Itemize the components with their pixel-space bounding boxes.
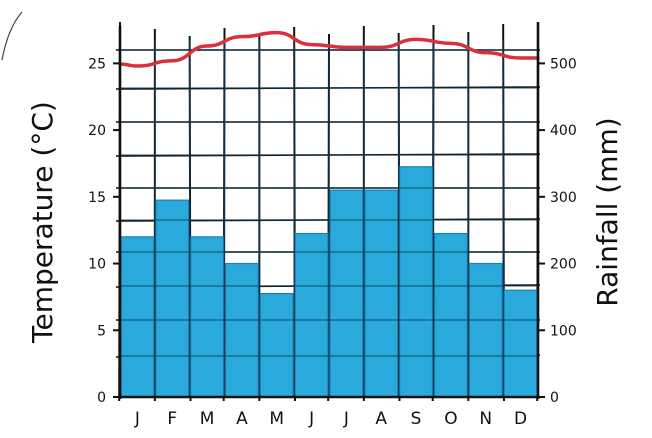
right-tick-label: 200 [550,257,577,273]
rainfall-bar [399,166,434,398]
month-label: A [236,409,248,429]
left-axis-label: Temperature (°C) [26,101,59,344]
temperature-line [118,30,540,68]
left-tick-label: 10 [88,257,106,273]
month-label: A [375,409,387,429]
left-tick-label: 25 [88,56,106,72]
rainfall-bar [294,232,329,398]
month-label: M [200,409,215,429]
month-label: J [343,409,349,429]
rainfall-bar [155,199,190,398]
rainfall-bar [224,262,259,398]
rainfall-bar [120,236,155,398]
rainfall-bar [190,236,225,398]
right-axis-label: Rainfall (mm) [591,117,624,306]
left-axis-ticks: 0 5 10 15 20 25 [88,56,120,406]
rainfall-bar [329,189,364,398]
right-tick-label: 100 [550,323,577,339]
month-label: M [269,409,284,429]
month-label: J [134,409,140,429]
rainfall-bars [120,166,538,398]
right-axis-ticks: 0 100 200 300 400 500 [538,56,577,406]
rainfall-bar [433,232,468,398]
month-label: F [167,409,177,429]
right-tick-label: 300 [550,190,577,206]
rainfall-bar [259,292,294,398]
month-label: D [514,409,527,429]
month-label: J [308,409,314,429]
rainfall-bar [503,289,538,398]
left-tick-label: 15 [88,190,106,206]
left-tick-label: 20 [88,123,106,139]
right-tick-label: 400 [550,123,577,139]
left-tick-label: 5 [97,323,106,339]
month-label: O [444,409,457,429]
rainfall-bar [468,262,503,398]
axes [118,22,540,399]
month-label: N [479,409,492,429]
right-tick-label: 0 [550,390,559,406]
left-tick-label: 0 [97,390,106,406]
page-curve [1,11,23,61]
month-label: S [411,409,422,429]
right-tick-label: 500 [550,56,577,72]
rainfall-bar [364,189,399,398]
